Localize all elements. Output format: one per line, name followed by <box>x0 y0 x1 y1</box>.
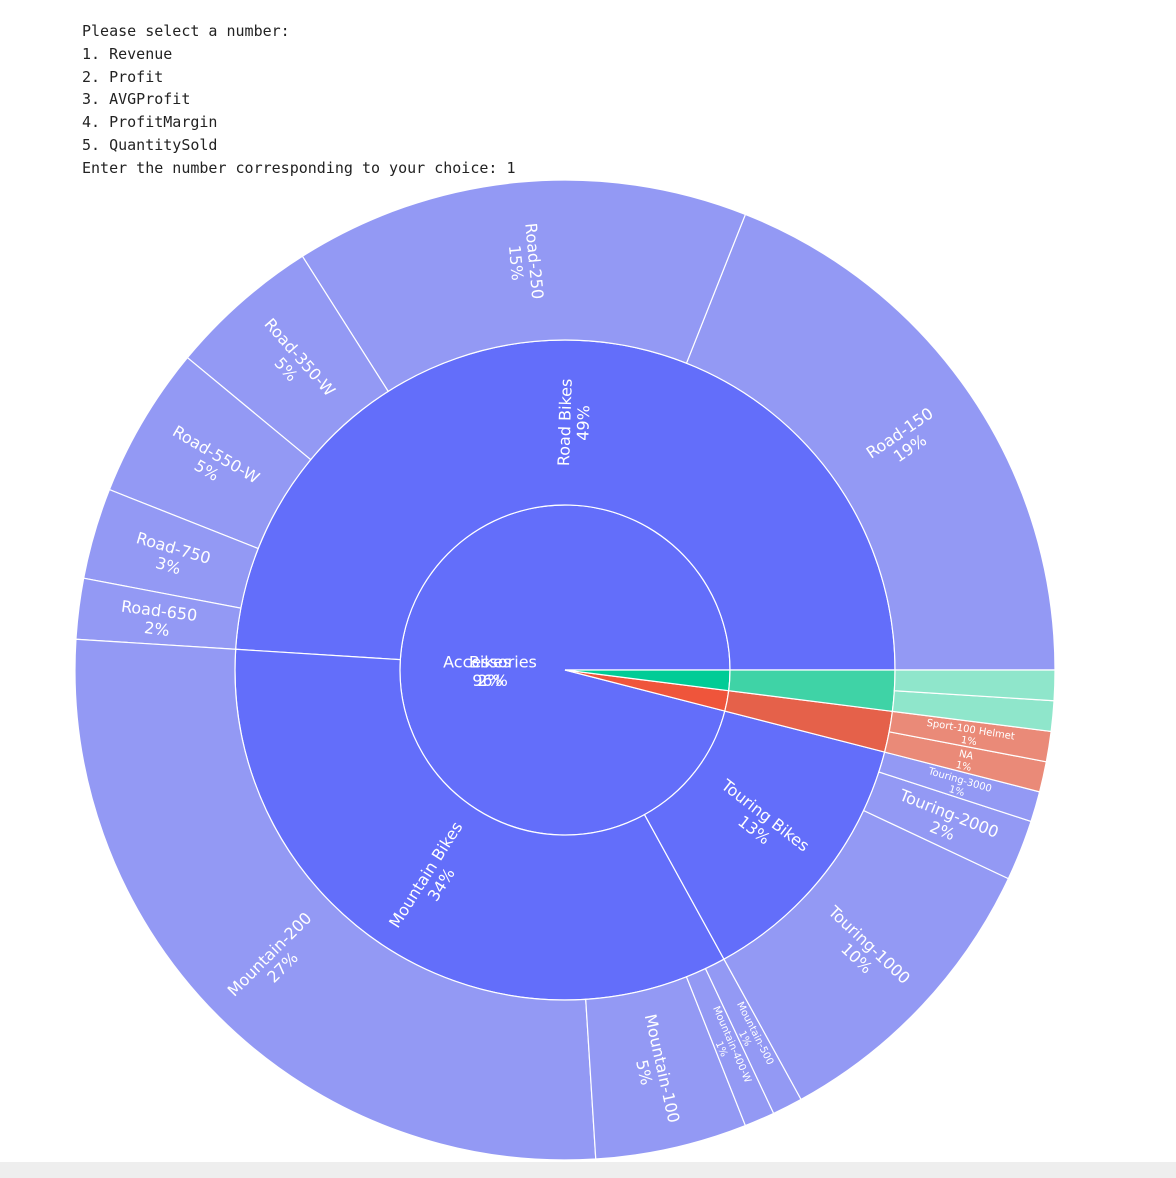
prompt-line: 3. AVGProfit <box>82 90 191 109</box>
segment-percent: 96% <box>472 671 508 690</box>
segment-name: NA <box>958 749 975 763</box>
segment-label: NA1% <box>955 748 975 773</box>
segment-percent: 49% <box>573 405 593 441</box>
prompt-line: 1. Revenue <box>82 44 173 63</box>
prompt-line: 4. ProfitMargin <box>82 113 218 132</box>
sunburst-segment <box>685 213 1056 671</box>
footer-bar <box>0 1162 1176 1178</box>
segment-percent: 15% <box>505 244 527 281</box>
segment-label: Accessories 2% <box>443 653 537 690</box>
prompt-line: 5. QuantitySold <box>82 135 218 154</box>
prompt-line: Please select a number: <box>82 22 290 40</box>
segment-name: Road Bikes <box>554 378 576 466</box>
prompt-line: 2. Profit <box>82 67 164 86</box>
segment-percent: 2% <box>477 671 502 690</box>
segment-percent: 1% <box>955 760 973 774</box>
segment-label: Road Bikes49% <box>554 378 594 467</box>
sunburst-segment <box>301 179 747 393</box>
segment-percent: 2% <box>143 618 171 640</box>
sunburst-segment <box>893 669 1056 702</box>
segment-label: Bikes 96% <box>469 653 511 690</box>
prompt-text: Please select a number: 1. Revenue 2. Prof… <box>82 20 515 180</box>
prompt-line: Enter the number corresponding to your c… <box>82 158 516 177</box>
segment-percent: 1% <box>960 735 977 748</box>
segment-name: Accessories <box>443 653 537 672</box>
segment-name: Bikes <box>469 653 511 672</box>
segment-percent: 1% <box>947 784 965 799</box>
sunburst-segment <box>74 638 597 1161</box>
